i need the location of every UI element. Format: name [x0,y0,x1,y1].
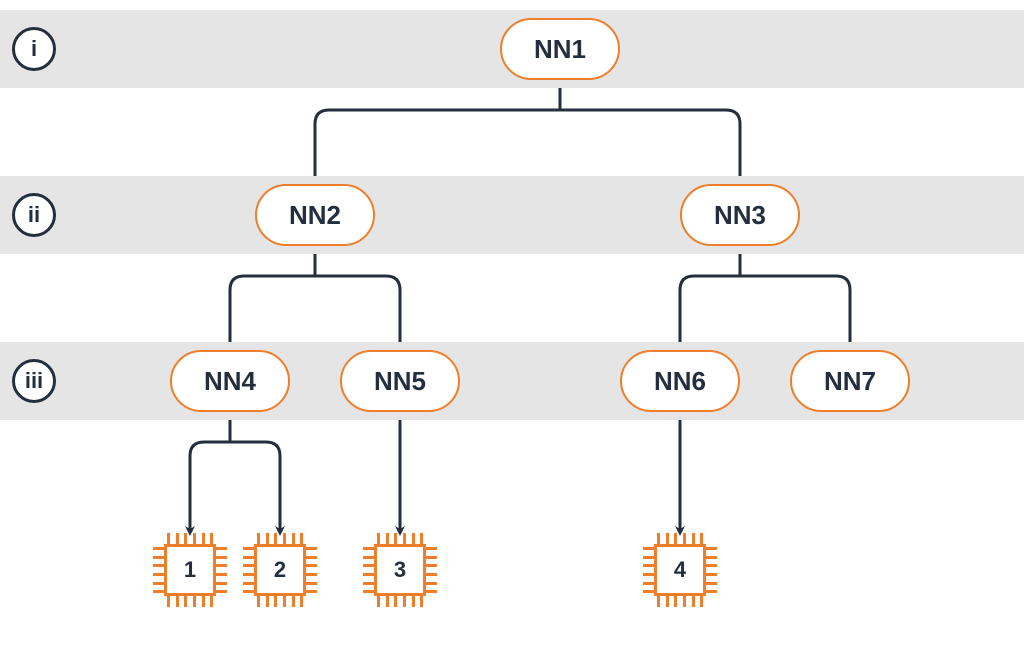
chip-label: 2 [254,544,306,596]
chip-icon-3: 3 [363,533,437,607]
node-nn1: NN1 [500,18,620,80]
chip-label: 4 [654,544,706,596]
chip-icon-4: 4 [643,533,717,607]
band-row-2 [0,176,1024,254]
chip-label: 1 [164,544,216,596]
row-label-i: i [12,27,56,71]
node-nn6: NN6 [620,350,740,412]
node-nn3: NN3 [680,184,800,246]
row-label-ii: ii [12,193,56,237]
node-nn4: NN4 [170,350,290,412]
chip-icon-2: 2 [243,533,317,607]
row-label-iii: iii [12,359,56,403]
diagram-stage: iiiiiiNN1NN2NN3NN4NN5NN6NN71234 [0,0,1024,666]
node-nn5: NN5 [340,350,460,412]
chip-label: 3 [374,544,426,596]
node-nn7: NN7 [790,350,910,412]
node-nn2: NN2 [255,184,375,246]
chip-icon-1: 1 [153,533,227,607]
